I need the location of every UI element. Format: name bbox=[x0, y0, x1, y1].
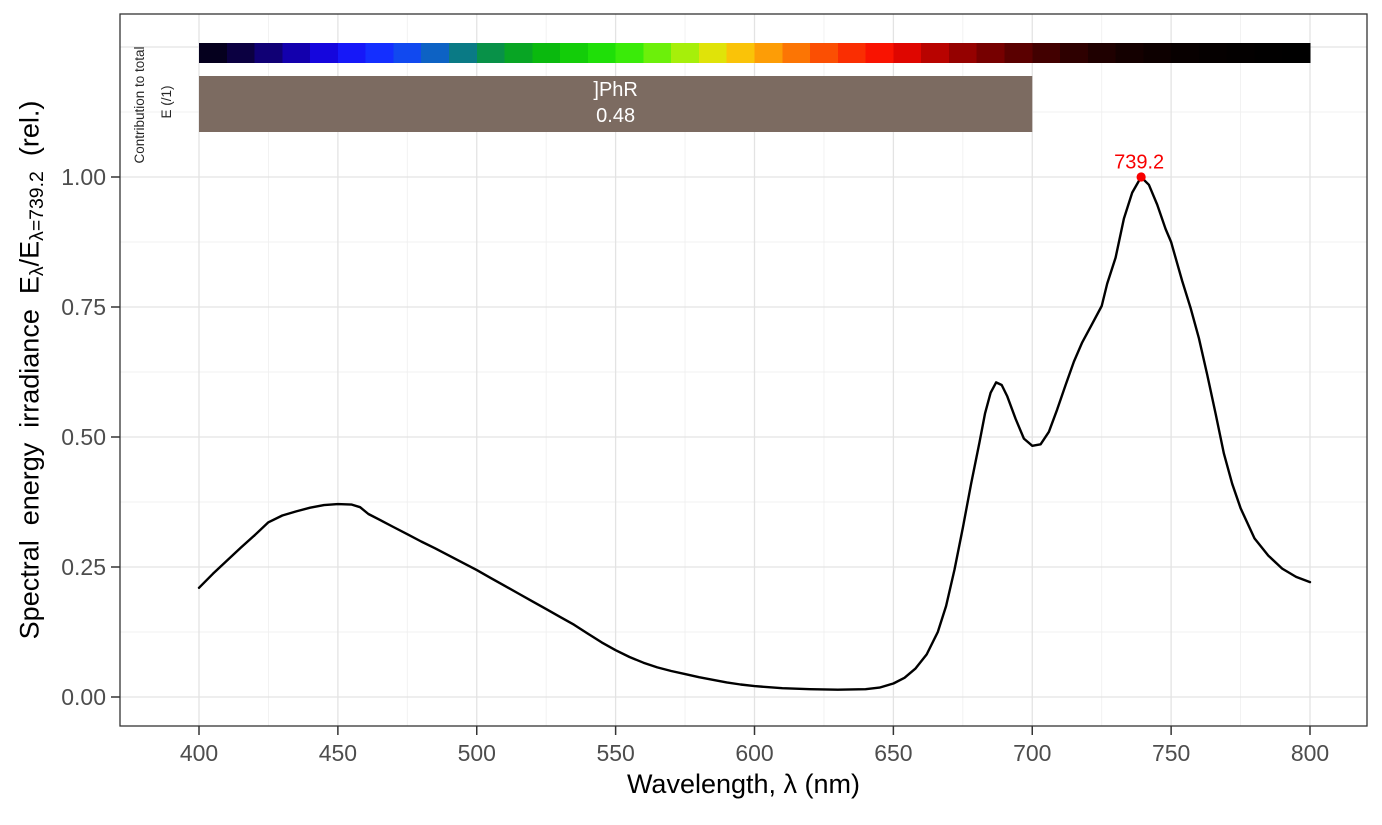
phr-band-rect bbox=[199, 76, 1033, 132]
spectrum-strip bbox=[1004, 43, 1033, 63]
spectrum-strip bbox=[837, 43, 867, 63]
spectrum-strip bbox=[893, 43, 922, 63]
y-title-text: E bbox=[14, 276, 45, 295]
spectrum-strip bbox=[1115, 43, 1144, 63]
peak-point-marker bbox=[1136, 172, 1146, 182]
spectrum-strip bbox=[1032, 43, 1061, 63]
spectrum-strip bbox=[421, 43, 450, 63]
spectrum-strip bbox=[560, 43, 589, 63]
spectrum-strip bbox=[337, 43, 367, 63]
spectrum-strip bbox=[1282, 43, 1311, 63]
x-tick-label: 800 bbox=[1291, 740, 1329, 766]
spectrum-strip bbox=[532, 43, 561, 63]
y-title-text: (rel.) bbox=[14, 100, 45, 172]
x-axis-title: Wavelength, λ (nm) bbox=[626, 769, 861, 799]
y-axis: 0.00 0.25 0.50 0.75 1.00 bbox=[61, 164, 120, 710]
spectrum-strip bbox=[476, 43, 506, 63]
x-tick-label: 550 bbox=[596, 740, 634, 766]
y-title-text: /E bbox=[14, 240, 45, 267]
y-tick-label: 0.25 bbox=[61, 554, 106, 580]
spectrum-strip bbox=[310, 43, 339, 63]
x-tick-label: 600 bbox=[735, 740, 773, 766]
spectrum-strip bbox=[1226, 43, 1256, 63]
spectrum-strip bbox=[921, 43, 950, 63]
spectrum-strip bbox=[726, 43, 756, 63]
spectrum-strip bbox=[1254, 43, 1283, 63]
spectrum-strip bbox=[254, 43, 283, 63]
spectrum-strip bbox=[615, 43, 644, 63]
panel-border bbox=[119, 13, 1368, 727]
y-axis-title: Spectral energy irradiance Eλ/Eλ=739.2 (… bbox=[14, 100, 48, 640]
x-tick-label: 450 bbox=[319, 740, 357, 766]
spectrum-strip bbox=[1171, 43, 1200, 63]
spectral-irradiance-curve bbox=[197, 175, 1312, 691]
spectrum-strip bbox=[504, 43, 533, 63]
x-tick-label: 750 bbox=[1152, 740, 1190, 766]
spectrum-strip bbox=[226, 43, 256, 63]
x-axis: 400 450 500 550 600 650 700 750 800 bbox=[180, 726, 1329, 766]
y-title-subscript: λ=739.2 bbox=[25, 171, 48, 241]
spectrum-strip bbox=[199, 43, 228, 63]
x-tick-label: 650 bbox=[874, 740, 912, 766]
phr-band-value: 0.48 bbox=[596, 105, 635, 127]
spectrum-strip bbox=[448, 43, 478, 63]
spectrum-strip bbox=[865, 43, 894, 63]
spectrum-strip bbox=[782, 43, 811, 63]
spectrum-strip bbox=[976, 43, 1006, 63]
spectrum-color-bar bbox=[199, 43, 1311, 63]
peak-wavelength-label: 739.2 bbox=[1114, 152, 1164, 174]
spectrum-strip bbox=[810, 43, 839, 63]
spectrum-strip bbox=[282, 43, 311, 63]
spectrum-strip bbox=[1198, 43, 1228, 63]
y-title-text: Spectral energy irradiance bbox=[14, 294, 45, 640]
y-tick-label: 0.75 bbox=[61, 294, 106, 320]
spectrum-strip bbox=[1060, 43, 1089, 63]
spectrum-strip bbox=[1087, 43, 1117, 63]
phr-waveband-annotation: ]PhR 0.48 bbox=[199, 76, 1033, 132]
x-tick-label: 400 bbox=[180, 740, 218, 766]
y-tick-label: 1.00 bbox=[61, 164, 106, 190]
y-tick-label: 0.00 bbox=[61, 684, 106, 710]
spectrum-strip bbox=[948, 43, 978, 63]
contribution-to-total-label: Contribution to total bbox=[132, 46, 147, 163]
spectrum-strip bbox=[671, 43, 700, 63]
spectrum-strip bbox=[643, 43, 672, 63]
energy-unit-label: E (/1) bbox=[159, 85, 174, 118]
y-title-subscript: λ bbox=[25, 266, 48, 277]
grid-major-lines bbox=[120, 14, 1367, 726]
phr-band-label: ]PhR bbox=[593, 79, 637, 101]
contribution-side-labels: Contribution to total E (/1) bbox=[132, 46, 174, 163]
spectrum-strip bbox=[698, 43, 728, 63]
spectrum-strip bbox=[587, 43, 617, 63]
spectrum-strip bbox=[754, 43, 783, 63]
x-tick-label: 500 bbox=[458, 740, 496, 766]
spectrum-strip bbox=[1143, 43, 1172, 63]
spectrum-strip bbox=[365, 43, 395, 63]
x-tick-label: 700 bbox=[1013, 740, 1051, 766]
spectrum-strip bbox=[393, 43, 422, 63]
y-tick-label: 0.50 bbox=[61, 424, 106, 450]
